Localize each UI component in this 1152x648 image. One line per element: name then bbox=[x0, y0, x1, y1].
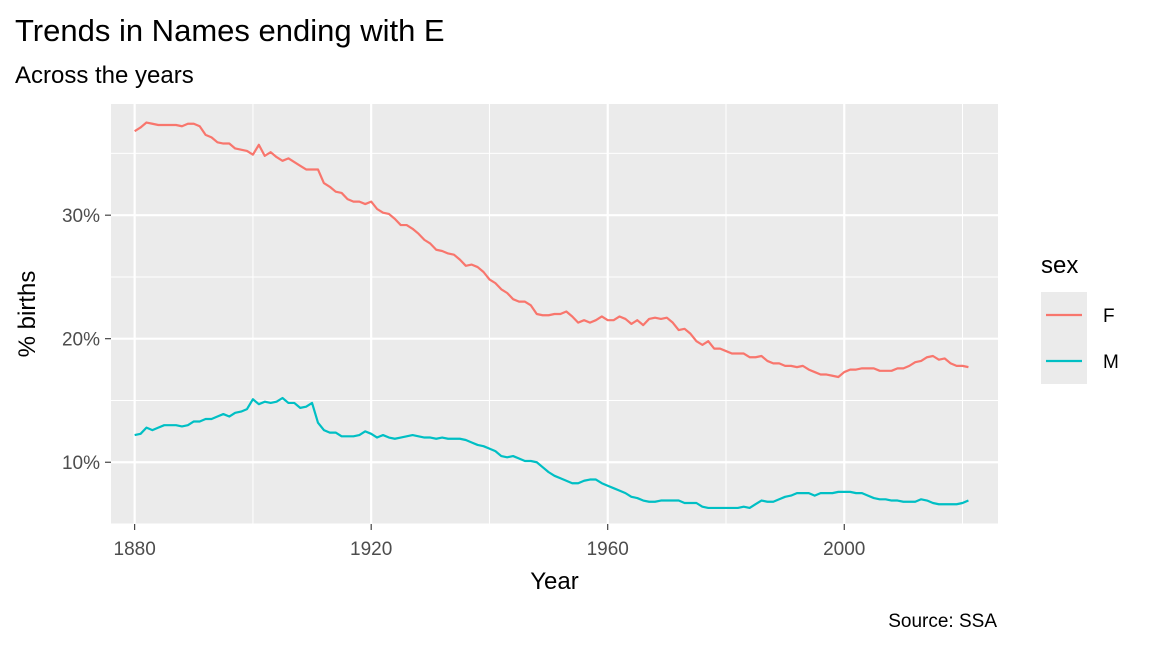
y-axis: 10% 20% 30% bbox=[62, 206, 111, 474]
legend-label-M: M bbox=[1103, 352, 1119, 373]
series-line-F bbox=[134, 121, 969, 379]
caption: Source: SSA bbox=[888, 611, 997, 632]
y-axis-label: % births bbox=[14, 271, 41, 358]
grid-major bbox=[111, 104, 998, 524]
legend-label-F: F bbox=[1103, 306, 1115, 327]
legend-title: sex bbox=[1041, 252, 1078, 279]
series-line-M bbox=[134, 396, 969, 510]
y-tick-label: 30% bbox=[62, 206, 100, 227]
x-tick-label: 1920 bbox=[350, 539, 392, 560]
x-tick-label: 1960 bbox=[587, 539, 629, 560]
y-tick-label: 10% bbox=[62, 453, 100, 474]
y-tick-label: 20% bbox=[62, 330, 100, 351]
x-tick-label: 2000 bbox=[823, 539, 865, 560]
x-tick-label: 1880 bbox=[114, 539, 156, 560]
legend: sex F M bbox=[1041, 252, 1119, 384]
x-axis: 1880 1920 1960 2000 bbox=[114, 524, 865, 560]
x-axis-label: Year bbox=[530, 568, 579, 595]
series-layer bbox=[134, 121, 969, 510]
chart-title: Trends in Names ending with E bbox=[15, 13, 445, 48]
chart-subtitle: Across the years bbox=[15, 62, 194, 89]
grid-minor bbox=[111, 104, 998, 525]
